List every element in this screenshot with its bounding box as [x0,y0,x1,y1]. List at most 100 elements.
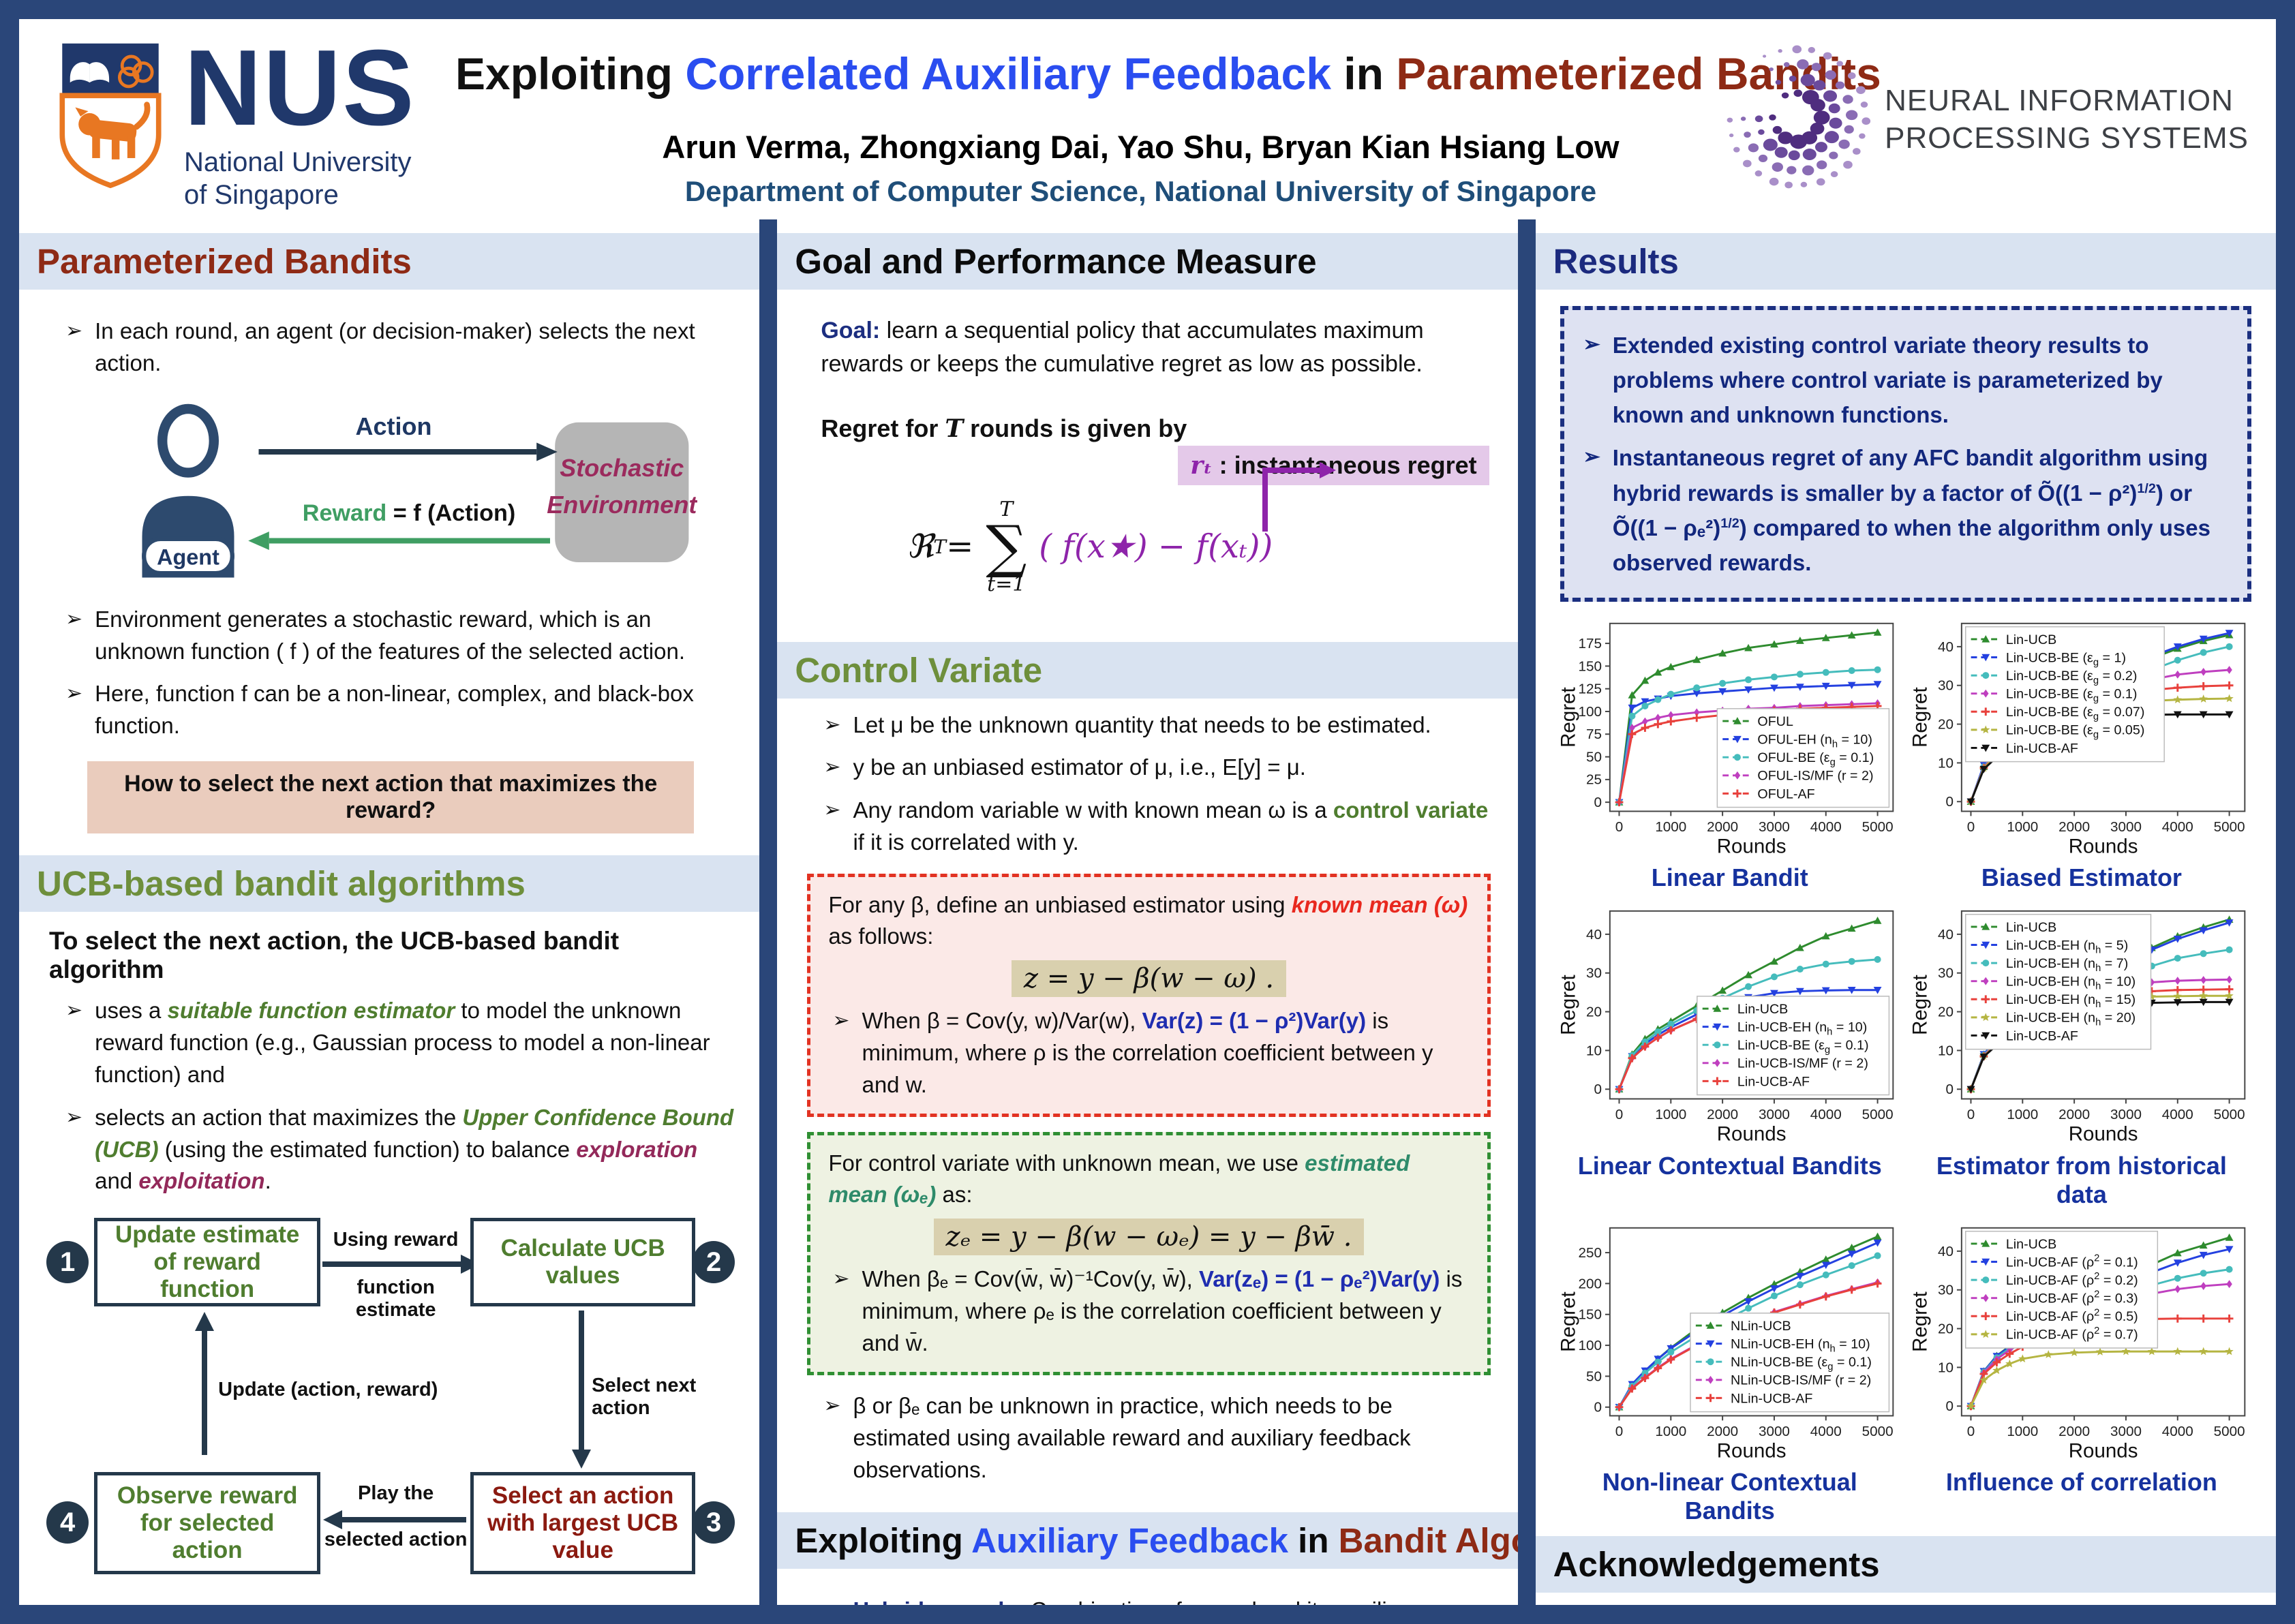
x-tick: 0 [1615,1107,1623,1122]
swirl-dot [1825,70,1837,80]
legend-label: Lin-UCB-EH (nh = 5) [2006,938,2128,956]
bullet-icon: ➢ [65,682,83,705]
action-label: Action [356,412,432,440]
y-tick: 50 [1586,1368,1602,1384]
swirl-dot [1823,52,1832,60]
header: NUS National University of Singapore Exp… [19,19,2276,219]
swirl-dot [1775,80,1782,85]
x-tick: 1000 [1655,1424,1686,1439]
swirl-dot [1763,55,1767,58]
legend-label: Lin-UCB-BE (εg = 0.1) [2006,687,2138,705]
y-tick: 30 [1938,1282,1954,1298]
swirl-dot [1810,122,1825,135]
bullet-item: ➢ Any random variable w with known mean ω… [823,795,1493,859]
legend-box [1696,996,1889,1096]
x-axis-label: Rounds [2069,836,2138,858]
legend-label: OFUL-BE (εg = 0.1) [1757,750,1874,768]
column-left: Parameterized Bandits ➢ In each round, an… [19,219,760,1605]
swirl-dot [1789,75,1797,82]
legend-label: Lin-UCB-BE (εg = 1) [2006,650,2126,668]
x-tick: 5000 [2213,819,2245,835]
estimated-mean-formula: zₑ = y − β(w − ωₑ) = y − βw̄ . [933,1219,1365,1256]
swirl-dot [1813,110,1830,125]
agent-label: Agent [157,545,219,569]
x-axis-label: Rounds [2069,1123,2138,1146]
swirl-dot [1754,170,1763,177]
bullet-icon: ➢ [65,999,83,1022]
swirl-dot [1836,61,1844,67]
x-tick: 3000 [1759,1107,1790,1122]
swirl-dot [1823,90,1838,102]
column-middle: Goal and Performance Measure Goal: learn… [777,219,1518,1605]
legend-label: Lin-UCB-EH (nh = 15) [2006,992,2136,1010]
neurips-wordmark: NEURAL INFORMATION PROCESSING SYSTEMS [1885,84,2249,155]
estimated-mean-box: For control variate with unknown mean, w… [807,1131,1491,1375]
swirl-dot [1733,147,1740,153]
bullet-icon: ➢ [823,799,841,822]
bullet-icon: ➢ [65,320,83,342]
legend-label: Lin-UCB-AF (ρ2 = 0.1) [2006,1253,2138,1270]
x-tick: 1000 [1655,1107,1686,1122]
bullet-icon: ➢ [65,1105,83,1129]
chart-nonlinear-contextual: 0 1000 2000 3000 4000 5000 0 50 100 150 200 250 Roun… [1559,1219,1901,1532]
bullet-icon: ➢ [1583,333,1600,356]
x-tick: 2000 [1707,1107,1738,1122]
y-tick: 0 [1594,1082,1602,1097]
bullet-icon: ➢ [823,1394,841,1417]
nus-acronym: NUS [184,28,416,148]
flow-box-1: Update estimate of reward function [94,1218,321,1307]
bullet-icon: ➢ [65,607,83,630]
y-tick: 125 [1578,681,1601,697]
y-tick: 40 [1586,927,1602,943]
legend-label: OFUL-IS/MF (r = 2) [1757,769,1873,784]
x-axis-label: Rounds [1716,1439,1786,1462]
affiliation: Department of Computer Science, National… [684,175,1597,207]
flow-box-2: Calculate UCB values [470,1218,696,1307]
swirl-dot [1754,115,1763,123]
bullet-item: ➢ selects an action that maximizes the Up… [65,1102,735,1198]
bullet-item: ➢ β or βₑ can be unknown in practice, whi… [823,1390,1493,1486]
y-axis-label: Regret [1911,1291,1932,1352]
chart-linear-contextual: 0 1000 2000 3000 4000 5000 0 10 20 30 40 Rounds Regr… [1559,902,1901,1215]
y-tick: 0 [1594,1399,1602,1415]
y-tick: 10 [1586,1043,1602,1059]
swirl-dot [1843,160,1853,169]
swirl-dot [1778,132,1793,144]
results-summary-box: ➢ Extended existing control variate theor… [1560,306,2251,602]
swirl-dot [1758,129,1765,135]
question-box: How to select the next action that maxim… [87,761,695,834]
bullet-icon: ➢ [1583,446,1600,469]
legend-label: Lin-UCB-AF (ρ2 = 0.5) [2006,1307,2138,1324]
chart-biased-estimator: 0 1000 2000 3000 4000 5000 0 10 20 30 40 Rounds Regr… [1911,614,2253,899]
bullet-item: ➢ uses a suitable function estimator to m… [65,995,735,1091]
x-tick: 1000 [1655,819,1686,835]
y-axis-label: Regret [1911,687,1932,748]
y-axis-label: Regret [1911,975,1932,1036]
swirl-dot [1793,89,1803,97]
swirl-dot [1802,165,1814,176]
x-tick: 2000 [2058,1424,2090,1439]
legend-label: Lin-UCB-AF [1737,1075,1810,1090]
swirl-dot [1772,162,1784,172]
y-axis-label: Regret [1559,975,1580,1036]
swirl-dot [1813,80,1826,91]
y-tick: 20 [1938,1321,1954,1336]
section-goal-performance: Goal and Performance Measure [777,233,1518,290]
legend-label: Lin-UCB-BE (εg = 0.05) [2006,723,2145,741]
x-tick: 3000 [2110,819,2142,835]
chart-historical-estimator: 0 1000 2000 3000 4000 5000 0 10 20 30 40 Rounds Regr… [1911,902,2253,1215]
instantaneous-regret-callout: rₜ : instantaneous regret [1178,445,1489,485]
y-tick: 30 [1938,678,1954,694]
x-tick: 4000 [1810,819,1841,835]
x-tick: 4000 [2162,1107,2193,1122]
swirl-dot [1824,131,1840,144]
svg-text:Stochastic: Stochastic [560,454,684,482]
swirl-dot [1829,117,1842,129]
swirl-dot [1778,49,1782,53]
chart-linear-bandit: 0 1000 2000 3000 4000 5000 0 25 50 75 100 125 150 175… [1559,614,1901,899]
y-tick: 0 [1945,1398,1954,1414]
swirl-dot [1727,117,1733,123]
bullet-item: ➢ In each round, an agent (or decision-ma… [65,316,735,380]
y-tick: 250 [1578,1244,1601,1260]
swirl-dot [1853,148,1861,155]
